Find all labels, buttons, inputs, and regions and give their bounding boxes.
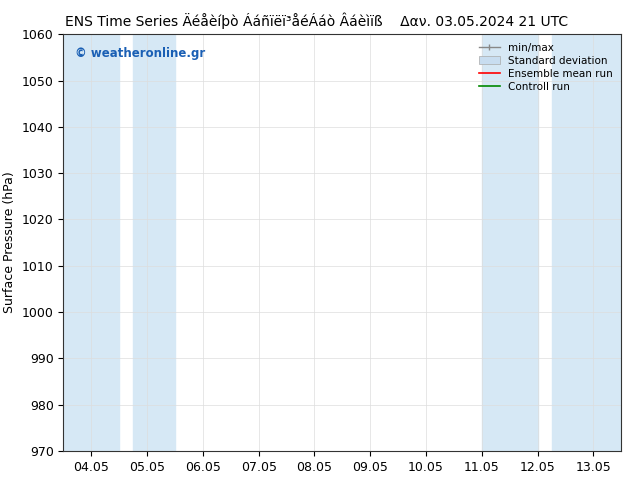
Text: ENS Time Series Äéåèíþò Ááñïëï³åéÁáò Âáèìïß    Δαν. 03.05.2024 21 UTC: ENS Time Series Äéåèíþò Ááñïëï³åéÁáò Âáè… — [65, 12, 569, 29]
Legend: min/max, Standard deviation, Ensemble mean run, Controll run: min/max, Standard deviation, Ensemble me… — [476, 40, 616, 95]
Y-axis label: Surface Pressure (hPa): Surface Pressure (hPa) — [3, 172, 16, 314]
Text: © weatheronline.gr: © weatheronline.gr — [75, 47, 205, 60]
Bar — [482, 34, 538, 451]
Bar — [133, 34, 175, 451]
Bar — [552, 34, 621, 451]
Bar — [63, 34, 119, 451]
